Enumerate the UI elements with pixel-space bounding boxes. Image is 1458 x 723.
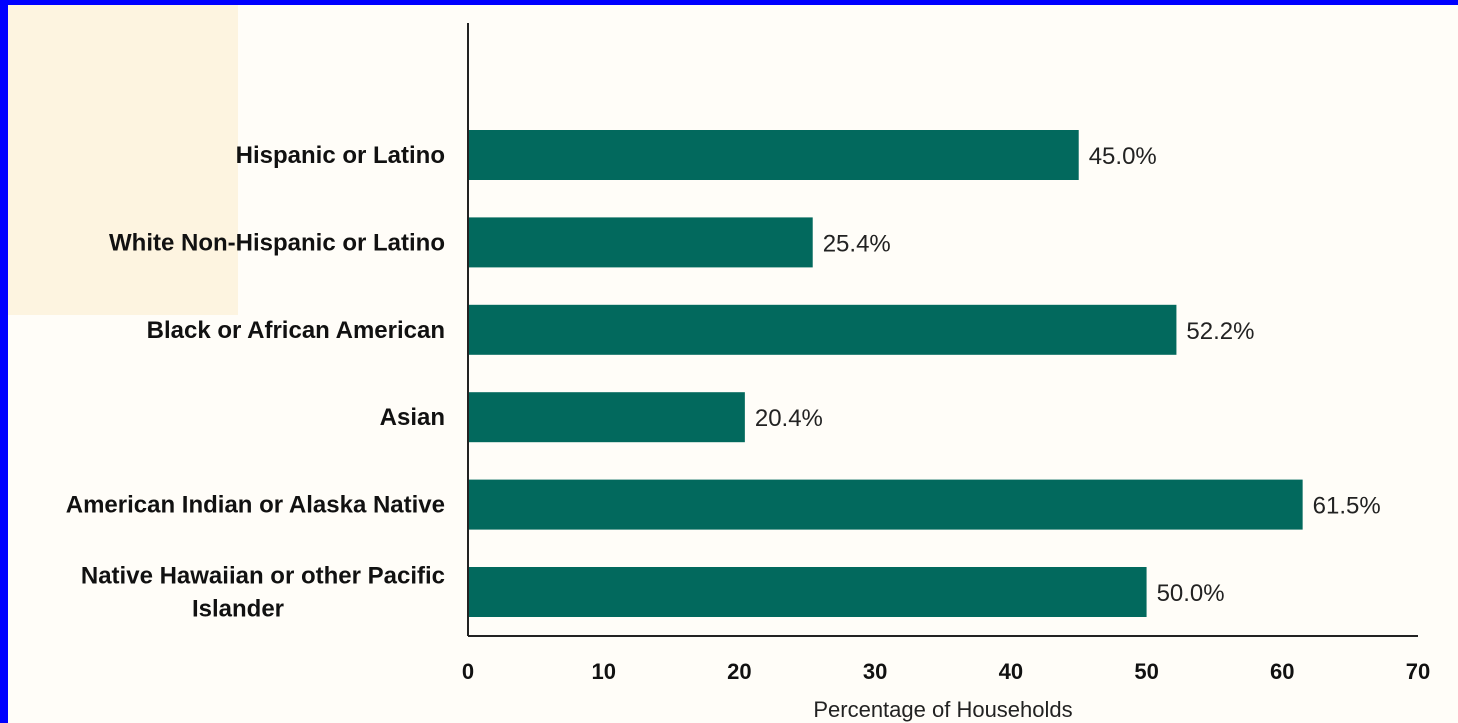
bars — [468, 130, 1303, 617]
x-tick-label: 10 — [591, 659, 615, 684]
x-tick-label: 0 — [462, 659, 474, 684]
category-label: Native Hawaiian or other Pacific — [81, 563, 445, 590]
x-tick-label: 40 — [999, 659, 1023, 684]
category-label: White Non-Hispanic or Latino — [109, 229, 445, 256]
value-label: 50.0% — [1157, 580, 1225, 607]
background-tint — [8, 5, 238, 315]
value-label: 45.0% — [1089, 143, 1157, 170]
x-tick-label: 30 — [863, 659, 887, 684]
x-tick-labels: 0 10 20 30 40 50 60 70 — [462, 659, 1430, 684]
bar-chart: Hispanic or Latino White Non-Hispanic or … — [66, 23, 1430, 722]
category-label: American Indian or Alaska Native — [66, 492, 445, 519]
x-tick-label: 60 — [1270, 659, 1294, 684]
bar-1 — [468, 130, 1079, 180]
bar-6 — [468, 567, 1147, 617]
category-label: Islander — [192, 596, 284, 623]
x-axis-title: Percentage of Households — [813, 697, 1072, 722]
value-label: 20.4% — [755, 405, 823, 432]
bar-3 — [468, 304, 1177, 355]
value-label: 25.4% — [823, 230, 891, 257]
category-label: Black or African American — [147, 317, 445, 344]
value-labels: 45.0% 25.4% 52.2% 20.4% 61.5% 50.0% — [755, 143, 1381, 607]
category-label: Hispanic or Latino — [236, 142, 445, 169]
bar-2 — [468, 217, 813, 268]
bar-4 — [468, 392, 745, 443]
x-tick-label: 20 — [727, 659, 751, 684]
category-label: Asian — [380, 404, 445, 431]
chart-frame: Hispanic or Latino White Non-Hispanic or … — [8, 5, 1458, 723]
value-label: 52.2% — [1186, 318, 1254, 345]
category-labels: Hispanic or Latino White Non-Hispanic or … — [66, 142, 445, 623]
value-label: 61.5% — [1313, 493, 1381, 520]
bar-5 — [468, 479, 1303, 530]
x-tick-label: 70 — [1406, 659, 1430, 684]
x-tick-label: 50 — [1134, 659, 1158, 684]
